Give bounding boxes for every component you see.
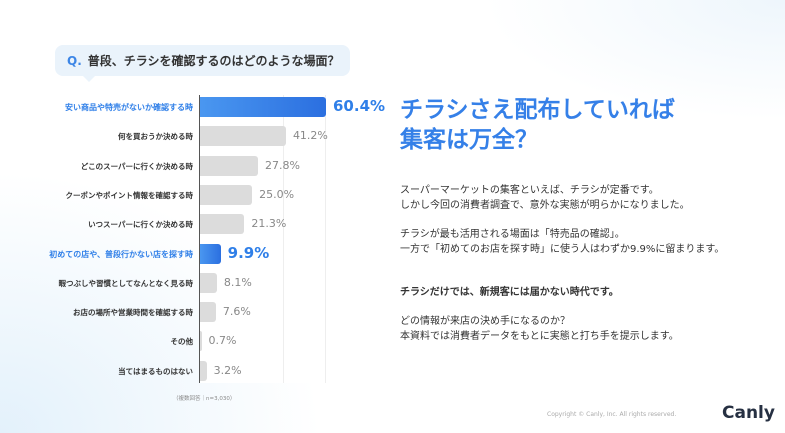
bar-row: その他 0.7% [0, 331, 400, 352]
category-label: 暇つぶしや習慣としてなんとなく見る時 [58, 278, 193, 288]
bar-row: お店の場所や営業時間を確認する時 7.6% [0, 302, 400, 323]
value-label: 0.7% [208, 334, 237, 348]
category-label: どこのスーパーに行くか決める時 [80, 161, 193, 171]
bar-row: 初めての店や、普段行かない店を探す時 9.9% [0, 243, 400, 264]
body-text: スーパーマーケットの集客といえば、チラシが定番です。 しかし今回の消費者調査で、… [400, 183, 770, 344]
copyright: Copyright © Canly, Inc. All rights reser… [547, 411, 677, 418]
bar-row: いつスーパーに行くか決める時 21.3% [0, 214, 400, 235]
bar [200, 302, 216, 323]
value-label: 3.2% [213, 363, 242, 377]
gridline [325, 95, 326, 383]
bar-row: 何を買おうか決める時 41.2% [0, 126, 400, 147]
bar [200, 126, 286, 147]
value-label: 25.0% [259, 187, 295, 201]
category-label: 何を買おうか決める時 [118, 132, 193, 142]
value-label: 41.2% [292, 129, 328, 143]
body-emphasis: チラシだけでは、新規客には届かない時代です。 [400, 287, 619, 298]
bar [200, 184, 253, 205]
value-label: 9.9% [227, 243, 270, 262]
category-label: 初めての店や、普段行かない店を探す時 [49, 249, 193, 259]
body-paragraph: スーパーマーケットの集客といえば、チラシが定番です。 [400, 185, 659, 196]
body-paragraph: 本資料では消費者データをもとに実態と打ち手を提示します。 [400, 331, 679, 342]
bar-row: どこのスーパーに行くか決める時 27.8% [0, 155, 400, 176]
chart-note: （複数回答｜n=3,030） [173, 396, 236, 402]
category-label: 当てはまるものはない [118, 366, 193, 376]
value-label: 27.8% [264, 158, 300, 172]
body-paragraph: しかし今回の消費者調査で、意外な実態が明らかになりました。 [400, 200, 690, 211]
category-label: クーポンやポイント情報を確認する時 [65, 190, 194, 200]
question-text: 普段、チラシを確認するのはどのような場面？ [87, 54, 340, 68]
chart-axis [199, 95, 200, 383]
headline-line2: 集客は万全？ [400, 127, 538, 153]
bar [200, 214, 245, 235]
value-label: 60.4% [333, 97, 386, 115]
value-label: 21.3% [251, 217, 287, 231]
bar-row: 安い商品や特売がないか確認する時 60.4% [0, 97, 400, 117]
bar [200, 360, 207, 381]
body-paragraph: チラシが最も活用される場面は「特売品の確認」。 [400, 229, 625, 240]
bar [200, 155, 258, 176]
value-label: 8.1% [223, 275, 252, 289]
category-label: いつスーパーに行くか決める時 [88, 220, 193, 230]
category-label: 安い商品や特売がないか確認する時 [65, 103, 193, 112]
value-label: 7.6% [222, 305, 251, 319]
body-paragraph: どの情報が来店の決め手になるのか？ [400, 316, 570, 327]
bar-row: 当てはまるものはない 3.2% [0, 360, 400, 381]
headline: チラシさえ配布していれば 集客は万全？ [400, 95, 770, 155]
body-paragraph: 一方で「初めてのお店を探す時」に使う人はわずか9.9%に留まります。 [400, 244, 725, 255]
bar-row: クーポンやポイント情報を確認する時 25.0% [0, 184, 400, 205]
bar [200, 243, 221, 264]
bar [200, 331, 202, 352]
bar [200, 272, 217, 293]
category-label: その他 [170, 337, 194, 347]
bar [200, 97, 326, 117]
bar-row: 暇つぶしや習慣としてなんとなく見る時 8.1% [0, 272, 400, 293]
headline-line1: チラシさえ配布していれば [400, 97, 675, 123]
question-bubble: Q. 普段、チラシを確認するのはどのような場面？ [55, 45, 350, 82]
category-label: お店の場所や営業時間を確認する時 [73, 308, 193, 318]
canly-logo: Canly [722, 403, 775, 423]
gridline [283, 95, 284, 383]
question-prefix: Q. [67, 53, 82, 68]
